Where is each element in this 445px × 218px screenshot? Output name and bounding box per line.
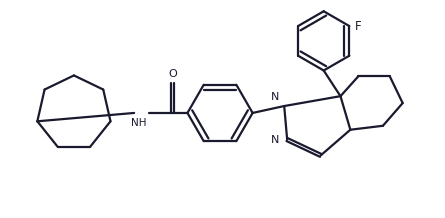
Text: O: O (168, 69, 177, 79)
Text: NH: NH (131, 118, 147, 128)
Text: N: N (271, 135, 279, 145)
Text: F: F (355, 20, 362, 32)
Text: N: N (271, 92, 279, 102)
